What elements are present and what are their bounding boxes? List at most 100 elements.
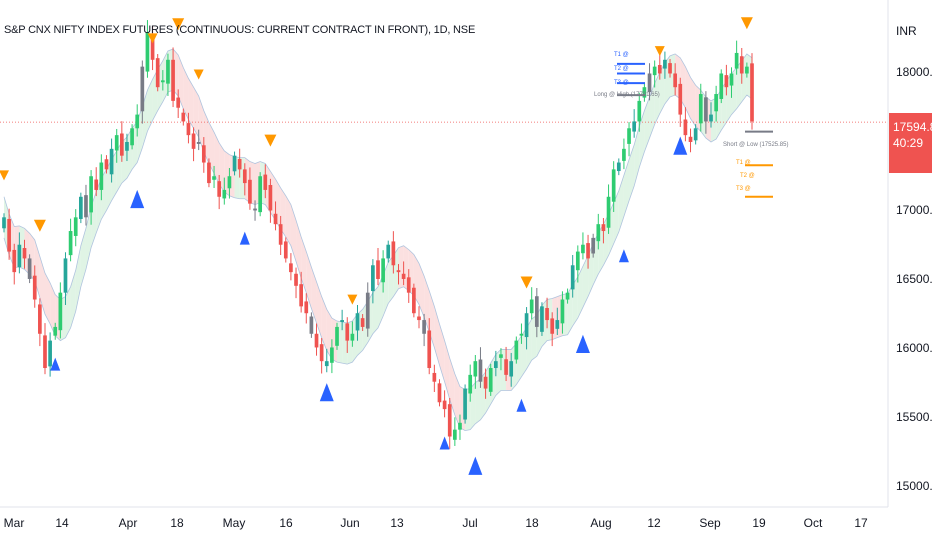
chart-title: S&P CNX NIFTY INDEX FUTURES (CONTINUOUS:… <box>4 24 476 36</box>
candle-body <box>217 181 222 197</box>
candle-body <box>570 265 575 290</box>
candle-body <box>79 196 83 219</box>
candle-body <box>299 284 303 307</box>
candle-body <box>376 260 380 279</box>
band-segment <box>75 245 81 312</box>
sell-signal-marker <box>654 46 665 57</box>
candle-body <box>488 368 493 392</box>
candle-body <box>519 333 524 336</box>
sell-signal-marker <box>740 17 753 30</box>
band-segment <box>301 236 307 293</box>
candle-body <box>248 179 252 204</box>
candle-body <box>166 59 170 84</box>
candle-body <box>365 292 370 329</box>
target-1-label: T1 @ <box>614 52 629 58</box>
band-segment <box>398 245 404 289</box>
candle-body <box>432 372 437 382</box>
candle-body <box>704 97 708 122</box>
band-segment <box>454 373 460 428</box>
candle-body <box>473 361 478 377</box>
buy-signal-marker <box>575 334 590 353</box>
candle-body <box>212 176 216 180</box>
band-segment <box>418 263 425 318</box>
candle-body <box>258 176 263 213</box>
candle-body <box>273 213 278 225</box>
candle-body <box>417 316 421 321</box>
short-target-2-label: T2 @ <box>740 173 755 179</box>
candle-body <box>745 66 749 74</box>
candle-body <box>391 241 396 266</box>
candle-body <box>135 114 140 129</box>
band-lower-line <box>3 89 753 432</box>
candle-body <box>534 296 539 327</box>
band-segment <box>685 66 691 119</box>
short-target-3-label: T3 @ <box>736 186 751 192</box>
band-segment <box>444 340 450 400</box>
candle-body <box>181 112 186 122</box>
candle-body <box>499 354 503 358</box>
candle-body <box>412 287 416 314</box>
date-tick-16: 16 <box>279 516 293 530</box>
short-entry-label: Short @ Low (17525.85) <box>723 142 789 148</box>
candle-body <box>463 388 467 420</box>
candle-body <box>355 313 360 331</box>
band-segment <box>577 266 583 319</box>
candle-body <box>237 158 242 170</box>
buy-signal-marker <box>130 189 145 209</box>
band-segment <box>96 178 102 233</box>
candle-body <box>176 97 181 108</box>
candle-body <box>2 217 6 229</box>
candle-body <box>289 263 293 273</box>
candle-body <box>442 400 447 410</box>
candle-body <box>555 320 560 329</box>
band-segment <box>378 275 384 328</box>
candle-body <box>447 404 452 437</box>
candle-body <box>504 359 508 375</box>
candle-body <box>201 145 206 163</box>
candle-body <box>27 258 32 279</box>
candle-body <box>253 208 257 211</box>
band-segment <box>321 296 327 351</box>
candle-body <box>565 292 570 300</box>
band-segment <box>644 96 650 152</box>
buy-signal-marker <box>319 383 334 402</box>
date-tick-14: 14 <box>55 516 69 530</box>
candle-body <box>114 135 119 151</box>
band-segment <box>147 79 153 132</box>
candle-body <box>714 94 718 112</box>
band-segment <box>623 159 630 217</box>
sell-signal-marker <box>520 276 533 289</box>
date-tick-apr: Apr <box>118 516 138 530</box>
candle-body <box>478 359 483 382</box>
candle-body <box>575 251 580 271</box>
target-3-label: T3 @ <box>614 80 629 86</box>
candle-body <box>529 299 534 314</box>
candle-body <box>109 148 114 175</box>
date-tick-may: May <box>222 516 246 530</box>
candle-body <box>581 244 585 254</box>
candle-body <box>637 100 642 122</box>
candle-body <box>84 195 88 218</box>
band-segment <box>183 67 189 120</box>
candle-body <box>304 301 309 314</box>
candle-body <box>647 73 652 93</box>
candle-body <box>663 59 667 69</box>
candle-body <box>437 383 442 403</box>
candle-body <box>340 320 344 322</box>
band-segment <box>208 122 215 174</box>
band-segment <box>649 83 655 139</box>
candle-body <box>642 87 647 98</box>
price-tick-15500: 15500.00 <box>896 410 932 424</box>
candle-body <box>381 258 385 283</box>
band-segment <box>495 349 501 396</box>
buy-signal-marker <box>516 398 527 412</box>
band-segment <box>618 175 624 233</box>
band-segment <box>219 142 225 192</box>
candle-body <box>119 133 124 156</box>
candle-body <box>739 56 744 74</box>
candle-body <box>268 185 273 211</box>
candle-body <box>545 308 549 321</box>
currency-label[interactable]: INR <box>896 24 917 38</box>
candle-body <box>401 273 406 279</box>
